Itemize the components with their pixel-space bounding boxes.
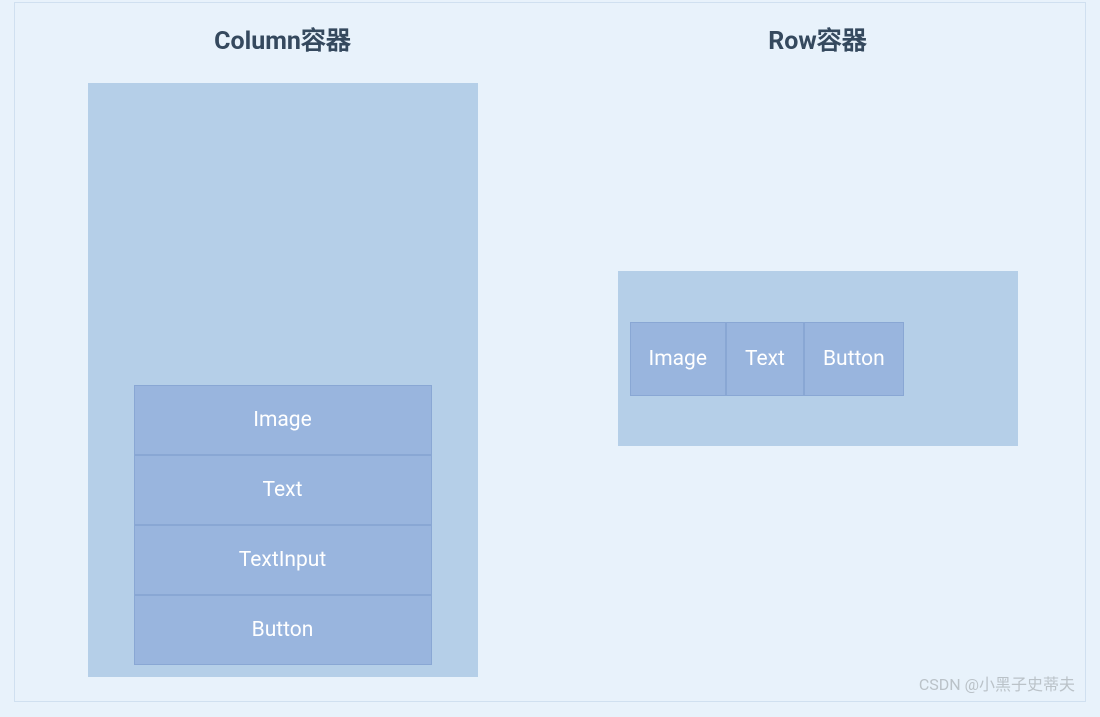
column-section: Column容器 Image Text TextInput Button (15, 3, 550, 701)
row-item-button: Button (804, 322, 904, 396)
diagram-canvas: Column容器 Image Text TextInput Button Row… (14, 2, 1086, 702)
row-item-image: Image (630, 322, 726, 396)
column-item-text: Text (134, 455, 432, 525)
column-item-image: Image (134, 385, 432, 455)
watermark-text: CSDN @小黑子史蒂夫 (919, 671, 1075, 695)
row-title: Row容器 (768, 21, 867, 57)
row-item-text: Text (726, 322, 804, 396)
column-item-button: Button (134, 595, 432, 665)
column-title: Column容器 (214, 21, 351, 57)
row-container: Image Text Button (618, 271, 1018, 446)
column-container: Image Text TextInput Button (88, 83, 478, 677)
column-item-textinput: TextInput (134, 525, 432, 595)
row-section: Row容器 Image Text Button (550, 3, 1085, 701)
